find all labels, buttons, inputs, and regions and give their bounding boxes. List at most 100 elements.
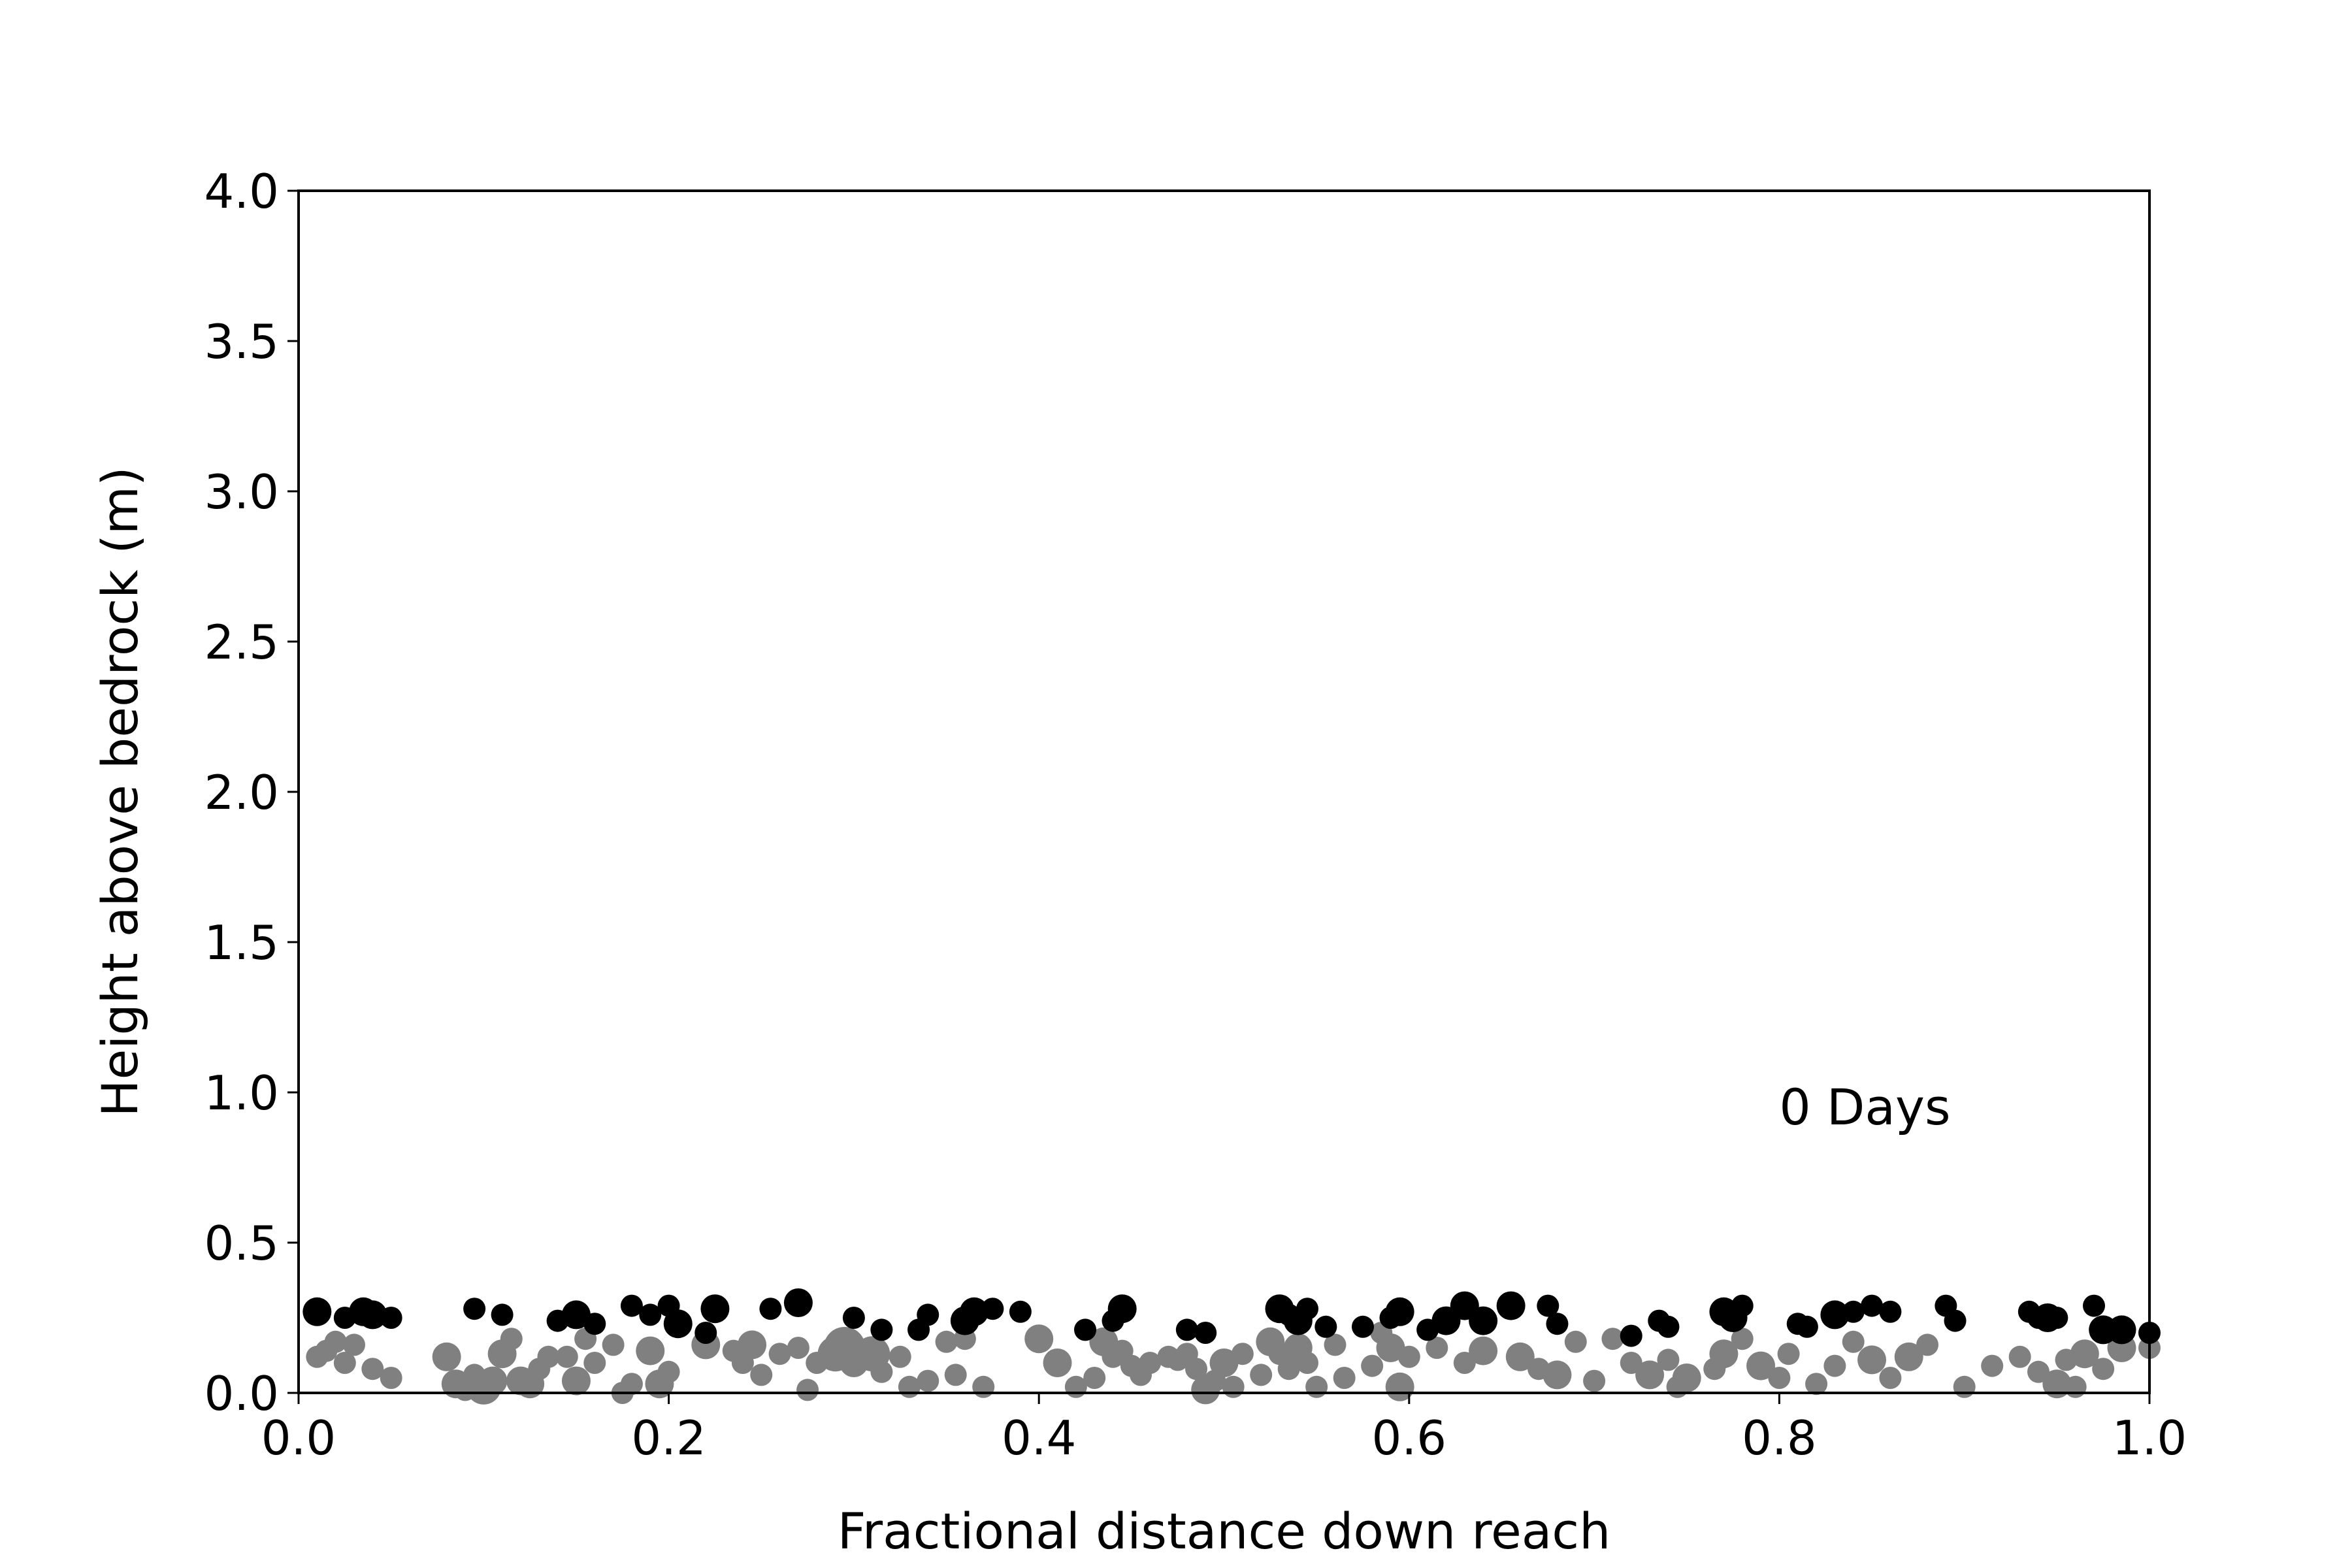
data-point-bottom-layer bbox=[1277, 1358, 1300, 1380]
data-point-top-layer bbox=[583, 1313, 606, 1335]
data-point-bottom-layer bbox=[1397, 1345, 1420, 1368]
data-point-bottom-layer bbox=[1916, 1333, 1939, 1356]
data-point-bottom-layer bbox=[2070, 1339, 2099, 1369]
data-point-bottom-layer bbox=[870, 1360, 893, 1383]
data-point-bottom-layer bbox=[1469, 1336, 1498, 1365]
data-point-bottom-layer bbox=[917, 1369, 939, 1392]
data-point-top-layer bbox=[1944, 1309, 1967, 1332]
plot-frame bbox=[297, 189, 2151, 1394]
data-point-bottom-layer bbox=[2042, 1369, 2072, 1399]
data-point-top-layer bbox=[759, 1298, 782, 1320]
data-point-top-layer bbox=[1074, 1318, 1097, 1341]
data-point-bottom-layer bbox=[2008, 1345, 2031, 1368]
y-tick-label: 3.5 bbox=[204, 314, 279, 369]
data-point-bottom-layer bbox=[1083, 1367, 1106, 1389]
data-point-bottom-layer bbox=[432, 1342, 461, 1371]
x-tick-label: 0.6 bbox=[1372, 1411, 1447, 1465]
data-point-top-layer bbox=[1351, 1315, 1374, 1338]
data-point-top-layer bbox=[842, 1307, 865, 1329]
data-point-bottom-layer bbox=[1543, 1360, 1572, 1390]
data-point-top-layer bbox=[2046, 1307, 2068, 1329]
data-point-top-layer bbox=[1194, 1322, 1217, 1344]
x-axis-label: Fractional distance down reach bbox=[838, 1502, 1611, 1560]
y-tick-label: 2.0 bbox=[204, 765, 279, 820]
data-point-bottom-layer bbox=[1024, 1324, 1054, 1354]
data-point-top-layer bbox=[917, 1303, 939, 1326]
data-point-bottom-layer bbox=[602, 1333, 625, 1356]
data-point-bottom-layer bbox=[1777, 1343, 1800, 1365]
data-point-bottom-layer bbox=[1583, 1369, 1606, 1392]
data-point-bottom-layer bbox=[2027, 1360, 2050, 1383]
data-point-top-layer bbox=[302, 1297, 332, 1326]
data-point-bottom-layer bbox=[1879, 1367, 1902, 1389]
data-point-bottom-layer bbox=[1361, 1354, 1384, 1377]
data-point-bottom-layer bbox=[1222, 1375, 1245, 1398]
data-point-top-layer bbox=[358, 1300, 387, 1330]
data-point-top-layer bbox=[1296, 1298, 1318, 1320]
data-point-bottom-layer bbox=[1601, 1328, 1624, 1350]
data-point-bottom-layer bbox=[2064, 1375, 2087, 1398]
data-point-bottom-layer bbox=[620, 1373, 643, 1396]
data-point-top-layer bbox=[620, 1294, 643, 1317]
data-point-bottom-layer bbox=[537, 1345, 560, 1368]
points-layer bbox=[302, 1288, 2161, 1405]
data-point-bottom-layer bbox=[1324, 1333, 1347, 1356]
data-point-bottom-layer bbox=[1805, 1373, 1828, 1396]
data-point-bottom-layer bbox=[361, 1358, 384, 1380]
data-point-top-layer bbox=[981, 1298, 1004, 1320]
data-point-bottom-layer bbox=[1185, 1358, 1208, 1380]
data-point-top-layer bbox=[1861, 1294, 1884, 1317]
data-point-top-layer bbox=[870, 1318, 893, 1341]
data-point-bottom-layer bbox=[1564, 1330, 1587, 1353]
data-point-bottom-layer bbox=[1505, 1342, 1535, 1371]
y-tick-label: 4.0 bbox=[204, 164, 279, 219]
data-point-bottom-layer bbox=[1250, 1364, 1273, 1386]
data-point-top-layer bbox=[1175, 1318, 1198, 1341]
data-point-bottom-layer bbox=[1894, 1342, 1923, 1371]
y-tick-label: 0.0 bbox=[204, 1366, 279, 1421]
data-point-bottom-layer bbox=[1231, 1343, 1254, 1365]
data-point-top-layer bbox=[1795, 1315, 1818, 1338]
data-point-top-layer bbox=[2107, 1315, 2136, 1345]
y-tick-label: 0.5 bbox=[204, 1216, 279, 1271]
data-point-bottom-layer bbox=[1453, 1352, 1476, 1374]
data-point-top-layer bbox=[700, 1294, 730, 1324]
axes-layer: 0.0 0.2 0.4 0.6 0.8 1.0 0.0 0.5 1.0 1.5 2.0 2.5 3.0 3… bbox=[204, 164, 2187, 1465]
y-tick-label: 3.0 bbox=[204, 465, 279, 519]
data-point-bottom-layer bbox=[1657, 1348, 1680, 1371]
data-point-bottom-layer bbox=[1305, 1375, 1328, 1398]
data-point-top-layer bbox=[1496, 1291, 1526, 1320]
data-point-bottom-layer bbox=[1043, 1348, 1072, 1377]
data-point-bottom-layer bbox=[500, 1328, 523, 1350]
data-point-bottom-layer bbox=[1731, 1328, 1754, 1350]
data-point-top-layer bbox=[1842, 1300, 1865, 1323]
x-tick-label: 0.0 bbox=[261, 1411, 336, 1465]
data-point-bottom-layer bbox=[787, 1337, 809, 1359]
data-point-bottom-layer bbox=[583, 1352, 606, 1374]
data-point-top-layer bbox=[960, 1297, 989, 1326]
data-point-bottom-layer bbox=[2092, 1358, 2115, 1380]
data-point-bottom-layer bbox=[1746, 1351, 1776, 1380]
data-point-top-layer bbox=[694, 1322, 717, 1344]
data-point-top-layer bbox=[1537, 1294, 1560, 1317]
data-point-top-layer bbox=[1107, 1294, 1137, 1324]
data-point-top-layer bbox=[1620, 1324, 1642, 1347]
data-point-bottom-layer bbox=[1209, 1348, 1239, 1377]
y-axis-label: Height above bedrock (m) bbox=[91, 466, 149, 1117]
data-point-top-layer bbox=[491, 1303, 514, 1326]
data-point-bottom-layer bbox=[1620, 1352, 1642, 1374]
y-tick-label: 2.5 bbox=[204, 615, 279, 670]
x-tick-label: 0.8 bbox=[1742, 1411, 1817, 1465]
data-point-top-layer bbox=[561, 1300, 591, 1330]
data-point-bottom-layer bbox=[561, 1366, 591, 1396]
data-point-top-layer bbox=[1009, 1300, 1032, 1323]
data-point-top-layer bbox=[1820, 1300, 1850, 1330]
data-point-top-layer bbox=[1731, 1294, 1754, 1317]
y-tick-label: 1.0 bbox=[204, 1066, 279, 1120]
data-point-bottom-layer bbox=[796, 1379, 819, 1401]
data-point-bottom-layer bbox=[478, 1366, 508, 1396]
data-point-bottom-layer bbox=[1635, 1360, 1665, 1390]
data-point-top-layer bbox=[2083, 1294, 2106, 1317]
data-point-top-layer bbox=[1546, 1313, 1569, 1335]
